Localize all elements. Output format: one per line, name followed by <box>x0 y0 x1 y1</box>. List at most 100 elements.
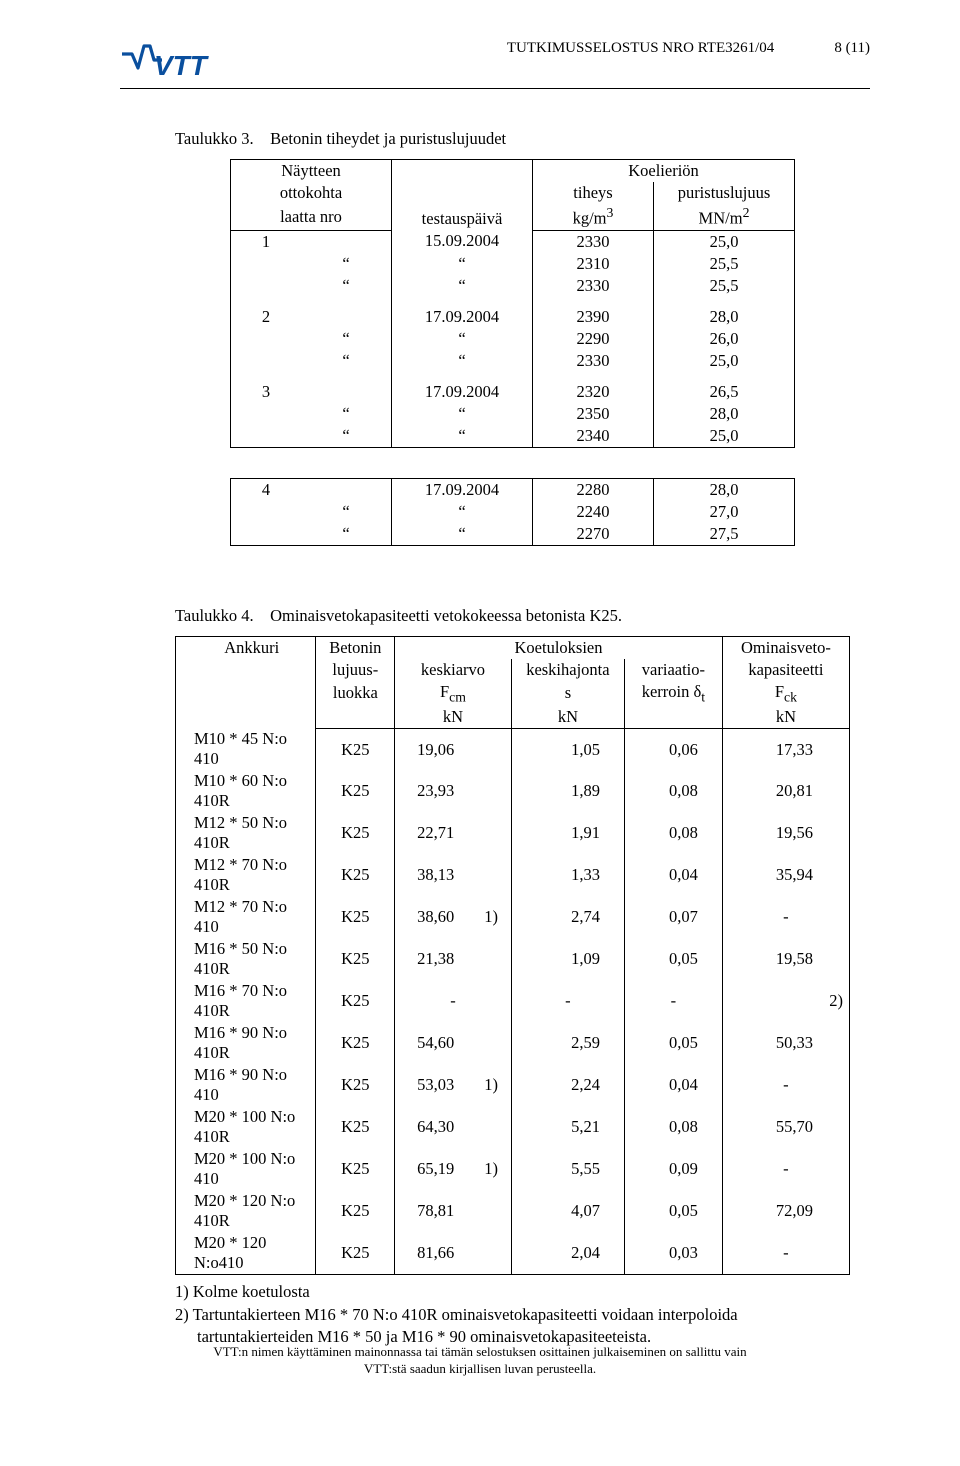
table-row: ““224027,0 <box>231 501 795 523</box>
t4-vk: 0,07 <box>624 896 722 938</box>
t4-ka: 19,06 <box>395 728 479 770</box>
t4-h-koetuloksien: Koetuloksien <box>395 637 723 659</box>
table-row: 217.09.2004239028,0 <box>231 297 795 328</box>
t3-h-koelierion: Koelieriön <box>533 160 795 183</box>
table-row: 417.09.2004228028,0 <box>231 478 795 501</box>
t4-vk: 0,04 <box>624 1064 722 1106</box>
header-page-number: 8 (11) <box>834 40 870 57</box>
t4-kh: 2,04 <box>511 1232 624 1274</box>
table-row: M20 * 120 N:o 410RK2578,814,070,0572,09 <box>176 1190 849 1232</box>
t4-kh: 5,21 <box>511 1106 624 1148</box>
t4-ka: 54,60 <box>395 1022 479 1064</box>
t3-h-mnm2: MN/m2 <box>654 204 795 230</box>
t4-kh: 1,89 <box>511 770 624 812</box>
t4-anchor: M16 * 70 N:o 410R <box>176 980 316 1022</box>
table-row: M20 * 100 N:o 410RK2564,305,210,0855,70 <box>176 1106 849 1148</box>
t4-ka: 64,30 <box>395 1106 479 1148</box>
t4-h-om2: kapasiteetti <box>722 659 849 681</box>
t4-ka-note: 1) <box>478 1148 511 1190</box>
t4-ka: 38,13 <box>395 854 479 896</box>
t3-h-testaus: testauspäivä <box>392 160 533 231</box>
t4-ka: 21,38 <box>395 938 479 980</box>
t4-h-kn2: kN <box>511 706 624 729</box>
t4-ka-note <box>478 1106 511 1148</box>
t4-vk: 0,08 <box>624 770 722 812</box>
t4-ka-note <box>478 1232 511 1274</box>
t4-h-fck: Fck <box>722 681 849 706</box>
t4-anchor: M12 * 50 N:o 410R <box>176 812 316 854</box>
table4: Ankkuri Betonin Koetuloksien Ominaisveto… <box>175 636 850 1276</box>
t4-ka-note <box>478 938 511 980</box>
t4-class: K25 <box>316 1064 395 1106</box>
t4-vk: 0,03 <box>624 1232 722 1274</box>
table-row: M10 * 45 N:o 410K2519,061,050,0617,33 <box>176 728 849 770</box>
t4-om: - <box>722 1148 849 1190</box>
t3-h-ottokohta: ottokohta <box>231 182 392 204</box>
t4-ka-note: 1) <box>478 896 511 938</box>
t4-om: - <box>722 1232 849 1274</box>
t4-h-bet2: lujuus- <box>316 659 395 681</box>
t4-anchor: M12 * 70 N:o 410R <box>176 854 316 896</box>
header-title: TUTKIMUSSELOSTUS NRO RTE3261/04 <box>507 40 774 57</box>
t4-h-vk1: variaatio- <box>624 659 722 681</box>
t4-class: K25 <box>316 812 395 854</box>
t4-kh: 4,07 <box>511 1190 624 1232</box>
table-row: ““233025,5 <box>231 275 795 297</box>
table3-caption-prefix: Taulukko 3. <box>175 129 254 148</box>
table-row: 115.09.2004233025,0 <box>231 230 795 253</box>
page-header: VTT TUTKIMUSSELOSTUS NRO RTE3261/04 8 (1… <box>120 40 870 82</box>
t4-kh: 1,09 <box>511 938 624 980</box>
t4-om: 50,33 <box>722 1022 849 1064</box>
t4-class: K25 <box>316 1232 395 1274</box>
t4-class: K25 <box>316 938 395 980</box>
t4-class: K25 <box>316 896 395 938</box>
t4-class: K25 <box>316 1148 395 1190</box>
t4-ka: - <box>395 980 512 1022</box>
table4-caption-text: Ominaisvetokapasiteetti vetokokeessa bet… <box>270 606 622 625</box>
table-row: M12 * 70 N:o 410RK2538,131,330,0435,94 <box>176 854 849 896</box>
table-row: ““235028,0 <box>231 403 795 425</box>
t4-om: 17,33 <box>722 728 849 770</box>
t4-h-s: s <box>511 681 624 706</box>
table-row: M16 * 90 N:o 410K2553,031)2,240,04- <box>176 1064 849 1106</box>
t4-ka-note <box>478 770 511 812</box>
table-row: M10 * 60 N:o 410RK2523,931,890,0820,81 <box>176 770 849 812</box>
t4-om: 19,58 <box>722 938 849 980</box>
t4-h-kn3: kN <box>722 706 849 729</box>
t4-om: 35,94 <box>722 854 849 896</box>
t4-anchor: M20 * 120 N:o 410R <box>176 1190 316 1232</box>
t4-h-kn1: kN <box>395 706 512 729</box>
table4-footnotes: 1) Kolme koetulosta 2) Tartuntakierteen … <box>175 1281 850 1348</box>
t4-ka-note <box>478 1190 511 1232</box>
table-row: ““229026,0 <box>231 328 795 350</box>
t4-ka-note <box>478 854 511 896</box>
t4-h-dt: kerroin δt <box>624 681 722 706</box>
t4-class: K25 <box>316 980 395 1022</box>
t3-h-kgm3: kg/m3 <box>533 204 654 230</box>
svg-text:VTT: VTT <box>154 50 210 81</box>
t4-ka: 53,03 <box>395 1064 479 1106</box>
t4-kh: 1,91 <box>511 812 624 854</box>
t4-anchor: M10 * 60 N:o 410R <box>176 770 316 812</box>
t4-anchor: M16 * 90 N:o 410 <box>176 1064 316 1106</box>
t4-class: K25 <box>316 728 395 770</box>
table3-section: Taulukko 3. Betonin tiheydet ja puristus… <box>175 129 850 1348</box>
table3-caption: Taulukko 3. Betonin tiheydet ja puristus… <box>175 129 850 149</box>
t4-ka-note <box>478 728 511 770</box>
t4-kh: 2,74 <box>511 896 624 938</box>
footnote-2a: 2) Tartuntakierteen M16 * 70 N:o 410R om… <box>175 1304 850 1326</box>
t4-h-blank <box>316 706 395 729</box>
t3-h-laatta: laatta nro <box>231 204 392 230</box>
t4-h-fcm: Fcm <box>395 681 512 706</box>
table-row: M16 * 70 N:o 410RK25---2) <box>176 980 849 1022</box>
table4-caption-prefix: Taulukko 4. <box>175 606 254 625</box>
t3-h-puristus: puristuslujuus <box>654 182 795 204</box>
page-footer: VTT:n nimen käyttäminen mainonnassa tai … <box>0 1344 960 1378</box>
t4-kh: 1,33 <box>511 854 624 896</box>
t4-ka: 23,93 <box>395 770 479 812</box>
t4-anchor: M16 * 50 N:o 410R <box>176 938 316 980</box>
t4-vk: 0,04 <box>624 854 722 896</box>
t4-ka-note <box>478 812 511 854</box>
t4-vk: 0,08 <box>624 812 722 854</box>
t4-h-om1: Ominaisveto- <box>722 637 849 659</box>
